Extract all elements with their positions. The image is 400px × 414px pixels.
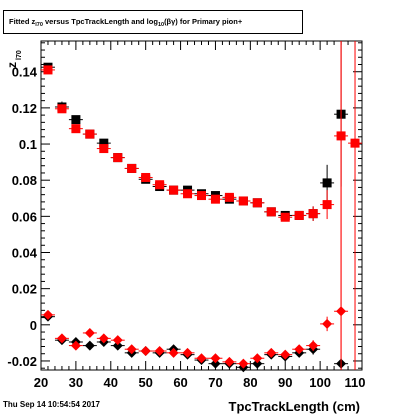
x-tick-label: 60 bbox=[173, 375, 187, 390]
square-marker bbox=[43, 65, 53, 75]
square-marker bbox=[71, 115, 81, 125]
y-axis-label-sub: l70 bbox=[16, 50, 23, 60]
title-sub-a: l70 bbox=[35, 22, 43, 28]
data-marks bbox=[41, 41, 362, 373]
chart-title: Fitted zl70 versus TpcTrackLength and lo… bbox=[3, 10, 303, 34]
x-axis-label: TpcTrackLength (cm) bbox=[229, 399, 360, 414]
diamond-marker bbox=[308, 340, 319, 351]
diamond-marker bbox=[168, 347, 179, 358]
diamond-marker bbox=[154, 346, 165, 357]
y-axis-label-main: z bbox=[5, 62, 19, 68]
square-marker bbox=[350, 138, 360, 148]
title-sub-b: 10 bbox=[157, 22, 165, 28]
x-tick-label: 110 bbox=[345, 375, 366, 390]
y-tick-label: -0.02 bbox=[7, 354, 37, 369]
square-marker bbox=[322, 200, 332, 210]
square-marker bbox=[183, 189, 193, 199]
y-tick-label: 0.12 bbox=[12, 101, 37, 116]
diamond-marker bbox=[252, 353, 263, 364]
diamond-marker bbox=[336, 306, 347, 317]
square-marker bbox=[155, 180, 165, 190]
diamond-marker bbox=[182, 347, 193, 358]
x-tick-label: 70 bbox=[208, 375, 222, 390]
diamond-marker bbox=[98, 333, 109, 344]
datestamp: Thu Sep 14 10:54:54 2017 bbox=[3, 400, 100, 409]
diamond-marker bbox=[112, 340, 123, 351]
square-marker bbox=[224, 192, 234, 202]
diamond-marker bbox=[84, 327, 95, 338]
y-tick-label: 0.08 bbox=[12, 173, 37, 188]
square-marker bbox=[280, 212, 290, 222]
square-marker bbox=[99, 138, 109, 148]
square-marker bbox=[57, 104, 67, 114]
diamond-marker bbox=[112, 335, 123, 346]
diamond-marker bbox=[322, 318, 333, 329]
y-axis-label: z l70 bbox=[5, 50, 23, 68]
y-tick-label: 0.06 bbox=[12, 209, 37, 224]
diamond-marker bbox=[266, 347, 277, 358]
diamond-marker bbox=[224, 356, 235, 367]
square-marker bbox=[252, 198, 262, 208]
diamond-marker bbox=[84, 340, 95, 351]
square-marker bbox=[210, 194, 220, 204]
square-marker bbox=[322, 178, 332, 188]
square-marker bbox=[294, 210, 304, 220]
square-marker bbox=[99, 144, 109, 154]
plot-frame bbox=[40, 40, 363, 371]
x-tick-label: 50 bbox=[138, 375, 152, 390]
title-part-c: (βγ) for Primary pion+ bbox=[164, 17, 243, 26]
square-marker bbox=[85, 129, 95, 139]
diamond-marker bbox=[210, 358, 221, 369]
square-marker bbox=[238, 196, 248, 206]
x-tick-label: 100 bbox=[309, 375, 331, 390]
square-marker bbox=[141, 172, 151, 182]
y-tick-label: 0.04 bbox=[12, 246, 38, 261]
x-tick-label: 40 bbox=[104, 375, 118, 390]
diamond-marker bbox=[126, 344, 137, 355]
diamond-marker bbox=[70, 340, 81, 351]
diamond-marker bbox=[280, 349, 291, 360]
y-tick-label: 0 bbox=[30, 318, 37, 333]
diamond-marker bbox=[140, 346, 151, 357]
diamond-marker bbox=[196, 353, 207, 364]
diamond-marker bbox=[42, 309, 53, 320]
diamond-marker bbox=[56, 333, 67, 344]
square-marker bbox=[308, 209, 318, 219]
diamond-marker bbox=[252, 358, 263, 369]
diamond-marker bbox=[294, 344, 305, 355]
x-tick-label: 30 bbox=[69, 375, 83, 390]
y-tick-label: 0.1 bbox=[19, 137, 37, 152]
square-marker bbox=[71, 124, 81, 134]
title-part-b: versus TpcTrackLength and log bbox=[42, 17, 158, 26]
y-tick-label: 0.02 bbox=[12, 282, 37, 297]
x-tick-label: 90 bbox=[278, 375, 292, 390]
diamond-marker bbox=[238, 358, 249, 369]
square-marker bbox=[197, 191, 206, 201]
x-tick-label: 80 bbox=[243, 375, 257, 390]
square-marker bbox=[266, 207, 276, 217]
axes: 20 30 40 50 60 70 80 90 100 110 -0.02 0 0.02 0.04 0.06… bbox=[7, 41, 366, 390]
square-marker bbox=[113, 153, 123, 163]
title-part-a: Fitted z bbox=[9, 17, 36, 26]
diamond-marker bbox=[210, 353, 221, 364]
x-tick-label: 20 bbox=[34, 375, 48, 390]
square-marker bbox=[127, 163, 137, 173]
y-tick-label: 0.14 bbox=[12, 65, 38, 80]
square-marker bbox=[169, 185, 179, 195]
